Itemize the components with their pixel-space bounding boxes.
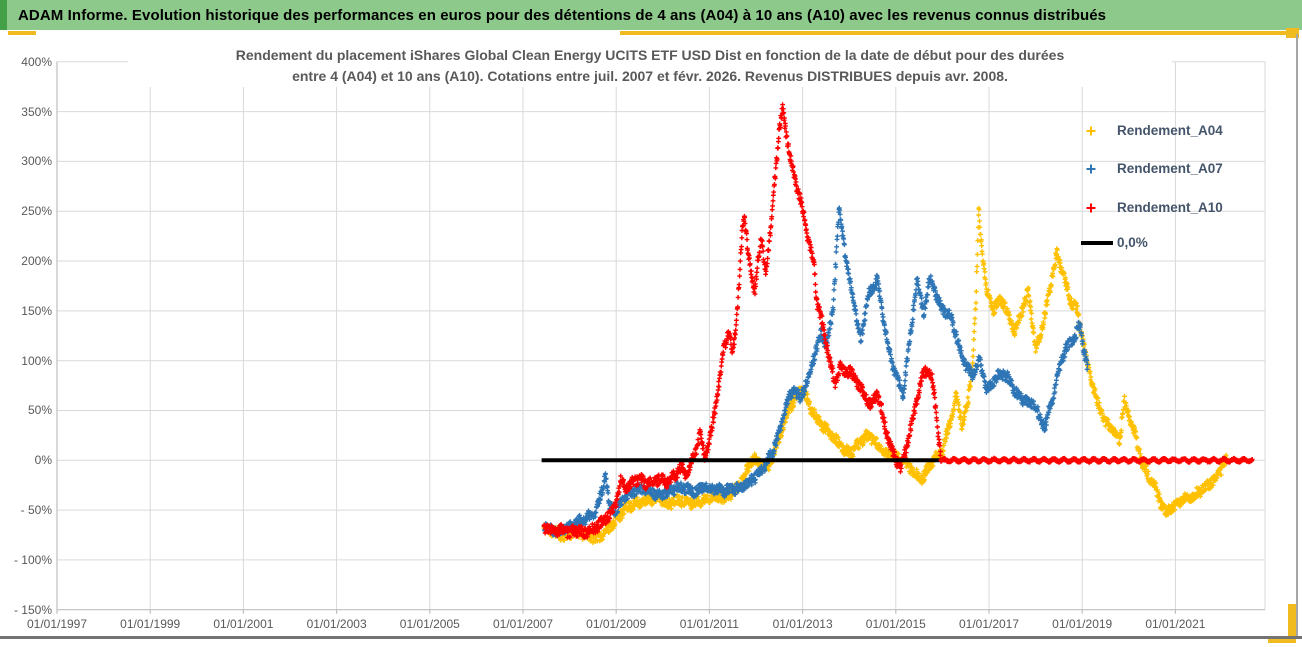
x-tick-label: 01/01/2013 <box>772 617 833 631</box>
y-tick-label: - 100% <box>13 552 52 567</box>
series-rendement-a10 <box>541 102 944 540</box>
y-tick-label: 300% <box>21 154 52 169</box>
legend-label: Rendement_A10 <box>1117 200 1223 215</box>
legend-plus-marker <box>1081 125 1115 137</box>
gold-corner-bottom-right-vertical <box>1288 604 1296 643</box>
series-rendement-a10-flat-tail <box>938 455 1255 465</box>
y-tick-label: 350% <box>21 104 52 119</box>
y-tick-label: 0% <box>34 453 52 468</box>
x-tick-label: 01/01/2003 <box>306 617 367 631</box>
y-tick-label: 400% <box>21 54 52 69</box>
y-tick-label: - 150% <box>13 602 52 617</box>
header-left-accent <box>0 0 7 30</box>
page-right-border <box>1296 34 1298 638</box>
y-tick-label: 100% <box>21 353 52 368</box>
legend-item-rendementa10: Rendement_A10 <box>1081 200 1223 215</box>
legend-label: 0,0% <box>1117 235 1148 250</box>
chart-title-line2: entre 4 (A04) et 10 ans (A10). Cotations… <box>292 68 1008 84</box>
legend-plus-marker <box>1081 163 1115 175</box>
y-tick-label: - 50% <box>20 503 52 518</box>
legend-label: Rendement_A07 <box>1117 161 1223 176</box>
legend-plus-marker <box>1081 202 1115 214</box>
gold-corner-top-right <box>1286 28 1299 38</box>
legend-label: Rendement_A04 <box>1117 123 1223 138</box>
chart-title-line1: Rendement du placement iShares Global Cl… <box>235 47 1065 63</box>
x-tick-label: 01/01/2011 <box>679 617 739 631</box>
x-tick-label: 01/01/2015 <box>865 617 926 631</box>
x-tick-label: 01/01/2017 <box>958 617 1020 631</box>
gold-corner-bottom-right-horizontal <box>1268 636 1296 643</box>
x-tick-label: 01/01/2021 <box>1145 617 1206 631</box>
gold-underline-left <box>8 31 36 35</box>
x-tick-label: 01/01/2001 <box>213 617 274 631</box>
chart-area: Rendement du placement iShares Global Cl… <box>0 34 1302 647</box>
x-tick-label: 01/01/2009 <box>586 617 647 631</box>
x-tick-label: 01/01/2005 <box>399 617 460 631</box>
y-tick-label: 150% <box>21 303 52 318</box>
chart-title: Rendement du placement iShares Global Cl… <box>128 45 1172 87</box>
gold-underline-right <box>620 31 1297 35</box>
page-title: ADAM Informe. Evolution historique des p… <box>18 6 1107 24</box>
chart-canvas <box>56 61 1266 614</box>
legend-item-00: 0,0% <box>1081 235 1148 250</box>
legend-item-rendementa04: Rendement_A04 <box>1081 123 1223 138</box>
y-tick-label: 50% <box>27 403 52 418</box>
page-bottom-rule <box>0 636 1302 639</box>
legend-zero-line-swatch <box>1081 240 1115 245</box>
x-tick-label: 01/01/1999 <box>120 617 181 631</box>
y-tick-label: 250% <box>21 204 52 219</box>
header-bar: ADAM Informe. Evolution historique des p… <box>0 0 1302 30</box>
legend-item-rendementa07: Rendement_A07 <box>1081 161 1223 176</box>
x-tick-label: 01/01/2007 <box>492 617 554 631</box>
y-tick-label: 200% <box>21 254 52 269</box>
x-tick-label: 01/01/2019 <box>1052 617 1113 631</box>
axis-lines <box>56 61 1265 614</box>
x-tick-label: 01/01/1997 <box>26 617 88 631</box>
